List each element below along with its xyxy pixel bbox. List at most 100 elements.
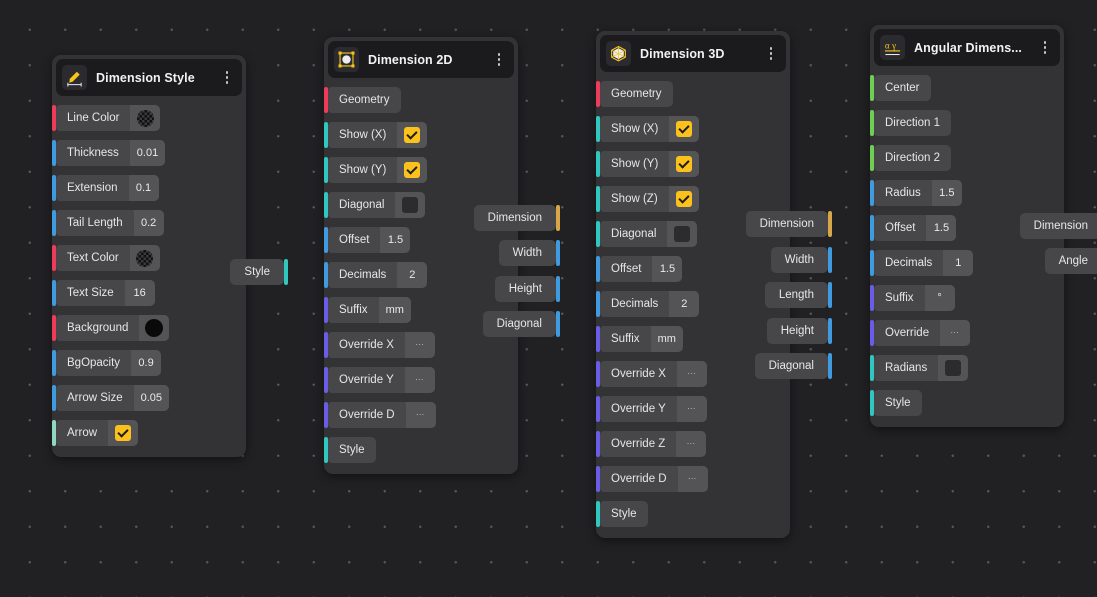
input-pill[interactable]: Decimals 1 [874, 250, 974, 276]
input-socket[interactable] [870, 285, 874, 311]
input-pill[interactable]: Tail Length 0.2 [56, 210, 164, 236]
output-pill[interactable]: Diagonal [754, 353, 828, 379]
checkbox[interactable] [945, 360, 962, 376]
input-socket[interactable] [596, 221, 600, 247]
input-row[interactable]: Override Y … [596, 396, 790, 422]
input-socket[interactable] [324, 192, 328, 218]
checkbox[interactable] [676, 156, 693, 172]
input-pill[interactable]: Override D … [328, 402, 436, 428]
input-pill[interactable]: Override Y … [600, 396, 707, 422]
row-value-empty[interactable]: … [677, 466, 708, 492]
input-socket[interactable] [596, 361, 600, 387]
input-row[interactable]: Arrow [52, 420, 246, 446]
checkbox[interactable] [675, 191, 692, 207]
checkbox[interactable] [404, 162, 421, 178]
checkbox-cell[interactable] [938, 355, 969, 381]
checkbox[interactable] [674, 226, 691, 242]
row-value[interactable]: 16 [124, 280, 155, 306]
node-menu-button[interactable] [493, 52, 505, 68]
row-value[interactable]: 1.5 [652, 256, 683, 282]
input-row[interactable]: Decimals 2 [596, 291, 790, 317]
input-row[interactable]: Text Size 16 [52, 280, 246, 306]
input-row[interactable]: Direction 1 [870, 110, 1064, 136]
input-row[interactable]: Arrow Size 0.05 [52, 385, 246, 411]
row-value[interactable]: 2 [669, 291, 700, 317]
output-row[interactable]: Dimension [1019, 213, 1097, 239]
node-header-dimension-2d[interactable]: Dimension 2D [328, 41, 514, 78]
input-pill[interactable]: Suffix mm [328, 297, 411, 323]
input-pill[interactable]: Radians [874, 355, 969, 381]
input-pill[interactable]: Center [874, 75, 931, 101]
output-pill[interactable]: Length [764, 282, 828, 308]
output-row[interactable]: Width [498, 240, 560, 266]
input-pill[interactable]: Extension 0.1 [56, 175, 159, 201]
input-socket[interactable] [52, 385, 56, 411]
color-swatch[interactable] [145, 319, 164, 337]
input-socket[interactable] [324, 122, 328, 148]
row-value-empty[interactable]: … [676, 396, 707, 422]
input-row[interactable]: Diagonal [596, 221, 790, 247]
checkbox[interactable] [404, 127, 421, 143]
input-row[interactable]: Override D … [596, 466, 790, 492]
input-pill[interactable]: Show (Y) [600, 151, 700, 177]
input-pill[interactable]: Radius 1.5 [874, 180, 962, 206]
output-socket[interactable] [556, 240, 560, 266]
input-socket[interactable] [324, 87, 328, 113]
input-socket[interactable] [596, 501, 600, 527]
input-socket[interactable] [870, 110, 874, 136]
input-pill[interactable]: Background [56, 315, 170, 341]
output-row[interactable]: Height [766, 318, 832, 344]
input-row[interactable]: Suffix ° [870, 285, 1064, 311]
row-value-empty[interactable]: … [940, 320, 971, 346]
row-value[interactable]: 2 [397, 262, 428, 288]
input-pill[interactable]: Suffix ° [874, 285, 955, 311]
input-row[interactable]: Offset 1.5 [596, 256, 790, 282]
input-pill[interactable]: Override D … [600, 466, 708, 492]
node-menu-button[interactable] [765, 46, 777, 62]
row-value[interactable]: 1 [943, 250, 974, 276]
input-row[interactable]: Thickness 0.01 [52, 140, 246, 166]
input-row[interactable]: Show (Z) [596, 186, 790, 212]
node-header-dimension-style[interactable]: Dimension Style [56, 59, 242, 96]
input-row[interactable]: Style [324, 437, 518, 463]
input-socket[interactable] [870, 145, 874, 171]
row-value[interactable]: 1.5 [380, 227, 411, 253]
input-row[interactable]: Show (Y) [324, 157, 518, 183]
input-row[interactable]: Suffix mm [324, 297, 518, 323]
row-value-empty[interactable]: … [404, 332, 435, 358]
input-socket[interactable] [596, 151, 600, 177]
input-socket[interactable] [324, 227, 328, 253]
output-pill[interactable]: Height [494, 276, 556, 302]
input-row[interactable]: Show (X) [324, 122, 518, 148]
input-row[interactable]: Override X … [324, 332, 518, 358]
node-dimension-3d[interactable]: Dimension 3D Geometry Show (X) [596, 31, 832, 538]
node-header-dimension-3d[interactable]: Dimension 3D [600, 35, 786, 72]
output-socket[interactable] [828, 282, 832, 308]
input-socket[interactable] [596, 326, 600, 352]
input-socket[interactable] [324, 402, 328, 428]
input-row[interactable]: Background [52, 315, 246, 341]
checkbox-cell[interactable] [669, 116, 700, 142]
output-row[interactable]: Angle [1044, 248, 1097, 274]
input-row[interactable]: Diagonal [324, 192, 518, 218]
input-pill[interactable]: Diagonal [328, 192, 426, 218]
input-row[interactable]: Text Color [52, 245, 246, 271]
input-row[interactable]: Override Y … [324, 367, 518, 393]
input-socket[interactable] [52, 350, 56, 376]
output-socket[interactable] [556, 205, 560, 231]
row-value[interactable]: 1.5 [931, 180, 962, 206]
output-socket[interactable] [828, 247, 832, 273]
row-value-empty[interactable]: … [405, 402, 436, 428]
input-pill[interactable]: Line Color [56, 105, 161, 131]
node-menu-button[interactable] [221, 70, 233, 86]
output-pill[interactable]: Style [230, 259, 284, 285]
input-pill[interactable]: Override Y … [328, 367, 435, 393]
input-socket[interactable] [52, 105, 56, 131]
output-row[interactable]: Width [770, 247, 832, 273]
node-angular-dimension[interactable]: α γ Angular Dimens... Center Direction 1 [870, 25, 1097, 427]
output-row[interactable]: Diagonal [482, 311, 560, 337]
input-socket[interactable] [596, 431, 600, 457]
input-pill[interactable]: Decimals 2 [600, 291, 700, 317]
input-pill[interactable]: Decimals 2 [328, 262, 428, 288]
